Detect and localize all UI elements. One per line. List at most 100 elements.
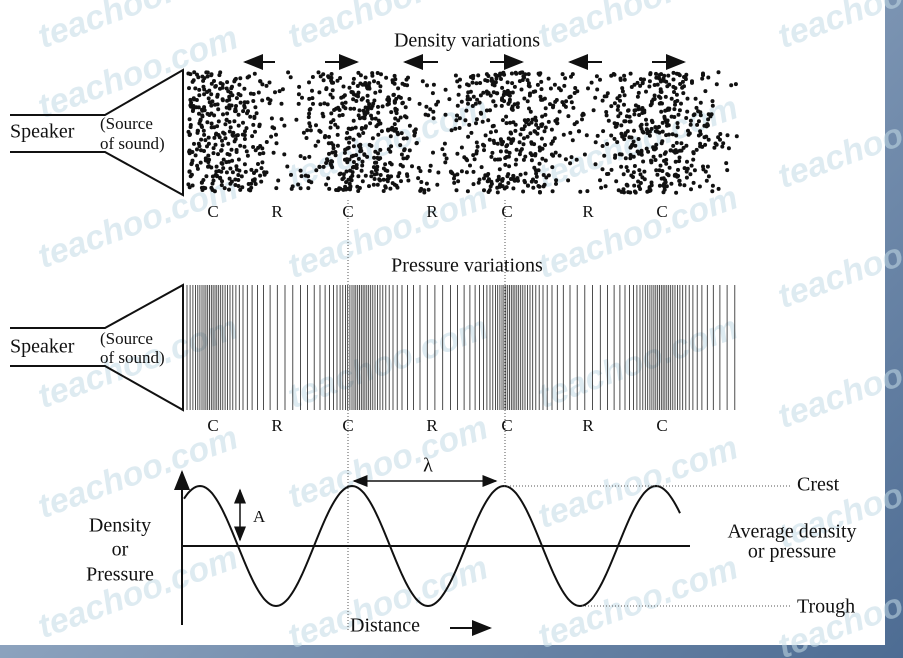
particle — [504, 185, 509, 190]
particle — [657, 130, 662, 135]
particle — [352, 106, 357, 111]
particle — [526, 183, 530, 188]
particle — [228, 166, 233, 171]
particle — [675, 121, 680, 126]
particle — [349, 154, 354, 159]
particle — [348, 127, 353, 132]
particle — [658, 79, 663, 84]
particle — [372, 98, 377, 103]
crest-label: Crest — [797, 474, 840, 496]
particle — [478, 81, 483, 85]
particle — [550, 189, 555, 194]
particle — [562, 83, 567, 88]
particle — [536, 184, 541, 188]
particle — [652, 83, 657, 87]
particle — [388, 160, 392, 165]
particle — [233, 183, 238, 187]
particle — [329, 72, 334, 76]
particle — [246, 182, 251, 186]
particle — [308, 128, 313, 133]
particle — [385, 97, 390, 102]
particle — [522, 178, 527, 183]
particle — [529, 120, 534, 125]
particle — [229, 86, 234, 91]
particle — [636, 137, 641, 141]
particle — [389, 110, 394, 115]
particle — [639, 148, 644, 153]
particle — [223, 122, 228, 127]
particle — [410, 164, 414, 169]
particle — [220, 179, 224, 184]
particle — [600, 98, 605, 103]
particle — [537, 72, 542, 77]
particle — [694, 105, 699, 110]
particle — [253, 129, 257, 134]
particle — [653, 158, 658, 162]
particle — [362, 116, 367, 121]
particle — [618, 98, 622, 103]
particle — [527, 84, 532, 89]
particle — [543, 112, 548, 117]
particle — [553, 150, 558, 155]
particle — [341, 172, 346, 177]
particle — [242, 137, 247, 141]
y-label: Density — [89, 515, 151, 537]
particle — [241, 120, 245, 125]
particle — [270, 125, 275, 130]
particle — [348, 175, 353, 180]
particle — [681, 145, 686, 150]
particle — [259, 179, 264, 184]
particle — [593, 162, 598, 167]
particle — [317, 128, 322, 133]
particle — [294, 117, 299, 122]
particle — [385, 102, 390, 107]
particle — [188, 72, 193, 77]
particle — [668, 148, 673, 153]
particle — [213, 142, 218, 147]
particle — [640, 175, 645, 180]
particle — [443, 87, 448, 92]
particle — [513, 122, 518, 127]
particle — [252, 71, 257, 76]
particle — [324, 182, 329, 187]
particle — [638, 187, 643, 191]
particle — [468, 89, 473, 94]
particle — [633, 103, 638, 108]
particle — [691, 157, 696, 162]
particle — [190, 183, 195, 188]
particle — [681, 91, 686, 96]
particle — [269, 116, 274, 121]
particle — [341, 94, 346, 99]
particle — [514, 147, 519, 152]
particle — [489, 76, 494, 81]
particle — [206, 164, 210, 169]
particle — [366, 104, 371, 109]
particle — [363, 173, 368, 178]
particle — [220, 138, 224, 143]
particle — [685, 159, 689, 164]
particle — [521, 142, 526, 147]
particle — [190, 150, 195, 154]
particle — [233, 137, 238, 142]
particle — [649, 183, 654, 188]
particle — [347, 181, 352, 186]
particle — [698, 113, 703, 118]
particle — [710, 183, 715, 188]
particle — [619, 189, 624, 194]
particle — [361, 131, 366, 135]
particle — [510, 107, 514, 112]
particle — [678, 82, 683, 86]
particle — [245, 100, 250, 105]
particle — [517, 140, 522, 145]
particle — [721, 141, 726, 146]
particle — [431, 116, 436, 121]
cr-label: C — [656, 202, 667, 221]
particle — [370, 103, 375, 108]
particle — [599, 185, 604, 190]
particle — [260, 146, 265, 151]
particle — [217, 169, 221, 173]
particle — [190, 158, 195, 163]
particle — [504, 149, 509, 154]
particle — [536, 126, 541, 130]
particle — [435, 182, 440, 187]
